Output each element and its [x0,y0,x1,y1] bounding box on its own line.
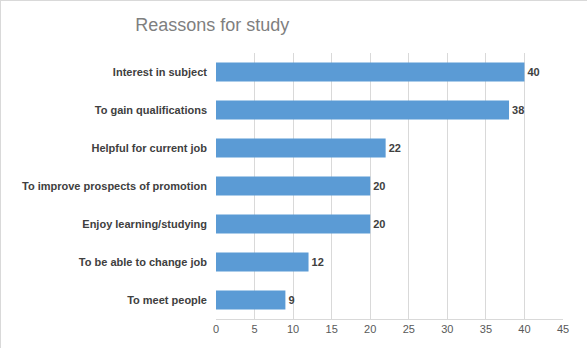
svg-text:5: 5 [251,323,257,335]
svg-text:0: 0 [213,323,219,335]
svg-text:10: 10 [287,323,299,335]
svg-text:To improve prospects of promot: To improve prospects of promotion [22,180,207,192]
svg-text:9: 9 [288,294,294,306]
svg-text:30: 30 [441,323,453,335]
svg-text:38: 38 [512,104,524,116]
svg-text:35: 35 [480,323,492,335]
svg-text:22: 22 [389,142,401,154]
svg-text:20: 20 [364,323,376,335]
svg-text:20: 20 [373,180,385,192]
svg-text:Interest in subject: Interest in subject [113,66,207,78]
svg-text:To meet people: To meet people [127,294,207,306]
svg-text:45: 45 [557,323,569,335]
svg-text:To be able to change job: To be able to change job [79,256,207,268]
svg-text:Reassons for study: Reassons for study [135,15,289,35]
svg-text:12: 12 [312,256,324,268]
svg-text:25: 25 [403,323,415,335]
svg-text:40: 40 [527,66,539,78]
svg-text:40: 40 [518,323,530,335]
svg-text:Helpful for current job: Helpful for current job [92,142,208,154]
svg-text:Enjoy learning/studying: Enjoy learning/studying [82,218,207,230]
svg-text:20: 20 [373,218,385,230]
svg-text:To gain qualifications: To gain qualifications [95,104,207,116]
svg-text:15: 15 [326,323,338,335]
